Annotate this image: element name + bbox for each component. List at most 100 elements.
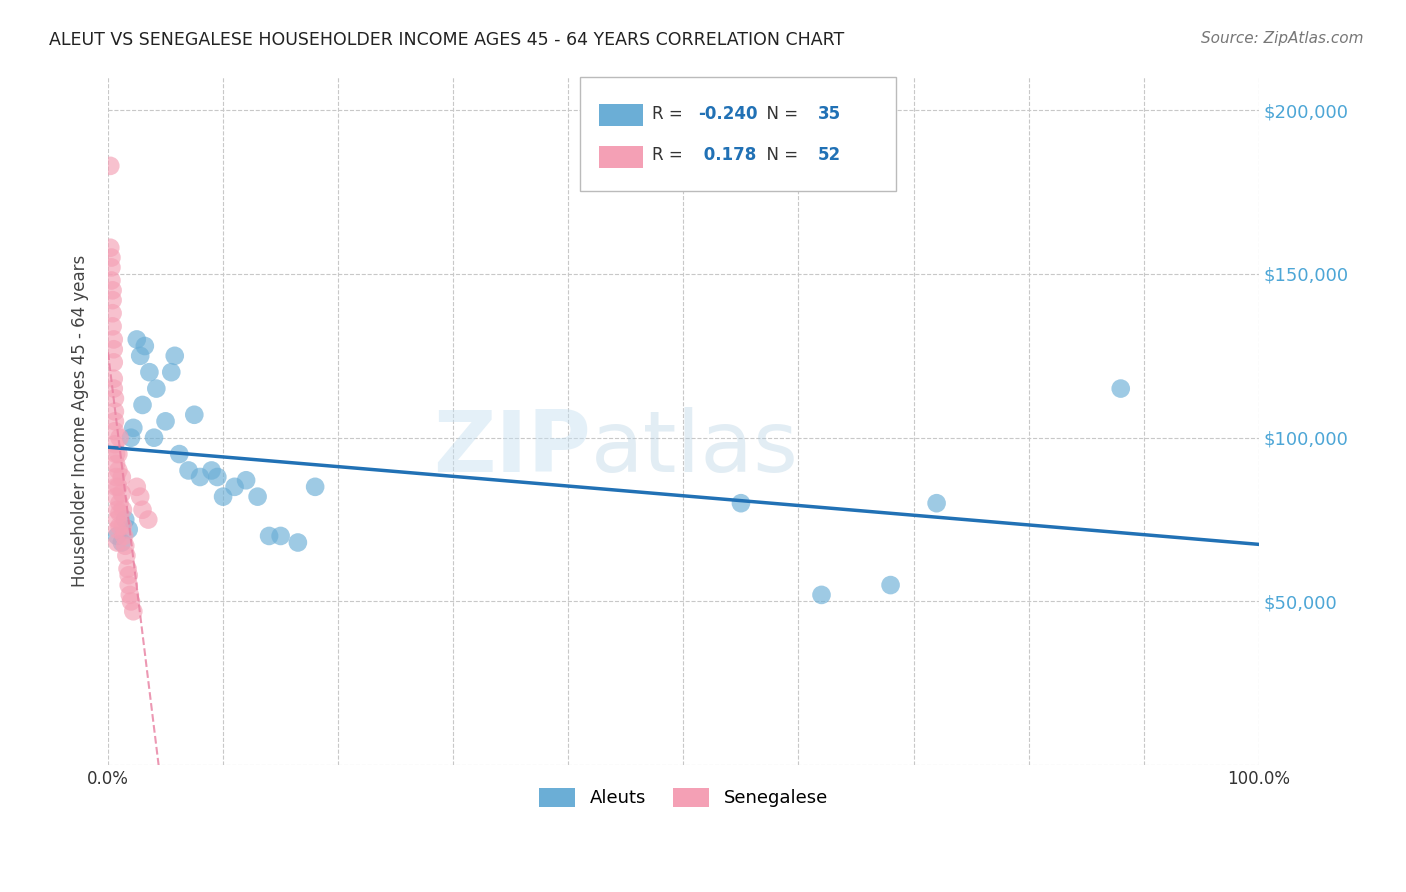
Point xyxy=(183,408,205,422)
Point xyxy=(114,539,136,553)
Point xyxy=(104,392,127,406)
Legend: Aleuts, Senegalese: Aleuts, Senegalese xyxy=(531,780,835,814)
Point xyxy=(105,502,128,516)
Point xyxy=(114,512,136,526)
Point xyxy=(145,382,167,396)
Point xyxy=(101,283,124,297)
Point xyxy=(287,535,309,549)
Point xyxy=(100,273,122,287)
Point xyxy=(98,159,121,173)
Text: -0.240: -0.240 xyxy=(699,105,758,123)
Point xyxy=(103,382,125,396)
Point xyxy=(125,480,148,494)
Point xyxy=(108,506,131,520)
Point xyxy=(100,251,122,265)
Point xyxy=(104,404,127,418)
Point xyxy=(118,568,141,582)
Text: Source: ZipAtlas.com: Source: ZipAtlas.com xyxy=(1201,31,1364,46)
Text: ALEUT VS SENEGALESE HOUSEHOLDER INCOME AGES 45 - 64 YEARS CORRELATION CHART: ALEUT VS SENEGALESE HOUSEHOLDER INCOME A… xyxy=(49,31,845,49)
Y-axis label: Householder Income Ages 45 - 64 years: Householder Income Ages 45 - 64 years xyxy=(72,255,89,588)
Text: atlas: atlas xyxy=(592,408,800,491)
Point xyxy=(107,447,129,461)
Point xyxy=(155,414,177,428)
Point xyxy=(118,522,141,536)
Point xyxy=(925,496,948,510)
Point xyxy=(122,604,145,618)
Point xyxy=(103,333,125,347)
Point xyxy=(810,588,832,602)
Point xyxy=(105,529,128,543)
Point xyxy=(143,431,166,445)
Point xyxy=(101,293,124,307)
Point xyxy=(118,588,141,602)
Point xyxy=(105,457,128,471)
Point xyxy=(111,535,134,549)
Point xyxy=(122,421,145,435)
Point xyxy=(188,470,211,484)
Point xyxy=(105,470,128,484)
Point xyxy=(112,529,135,543)
Point xyxy=(212,490,235,504)
Point xyxy=(1109,382,1132,396)
Point xyxy=(107,463,129,477)
Point xyxy=(138,365,160,379)
Point xyxy=(120,594,142,608)
Point xyxy=(257,529,280,543)
Point xyxy=(235,473,257,487)
Point xyxy=(131,502,153,516)
Point xyxy=(101,319,124,334)
Point xyxy=(107,480,129,494)
Point xyxy=(101,306,124,320)
Point xyxy=(103,343,125,357)
Point xyxy=(115,549,138,563)
Point xyxy=(108,496,131,510)
Point xyxy=(163,349,186,363)
Point xyxy=(134,339,156,353)
Point xyxy=(105,447,128,461)
Text: 52: 52 xyxy=(818,146,841,164)
Bar xyxy=(599,104,643,127)
Text: ZIP: ZIP xyxy=(433,408,592,491)
Point xyxy=(105,535,128,549)
Point xyxy=(111,502,134,516)
Point xyxy=(108,431,131,445)
Point xyxy=(304,480,326,494)
Point xyxy=(103,372,125,386)
Text: 0.178: 0.178 xyxy=(699,146,756,164)
Text: N =: N = xyxy=(756,146,803,164)
Point xyxy=(270,529,292,543)
Point xyxy=(104,424,127,438)
Point xyxy=(136,512,159,526)
Text: R =: R = xyxy=(652,146,689,164)
Point xyxy=(104,414,127,428)
Point xyxy=(879,578,901,592)
Point xyxy=(105,490,128,504)
Point xyxy=(117,562,139,576)
Point xyxy=(131,398,153,412)
Point xyxy=(177,463,200,477)
Point xyxy=(98,241,121,255)
Point xyxy=(129,349,152,363)
Point xyxy=(111,470,134,484)
Point xyxy=(111,519,134,533)
Point xyxy=(105,522,128,536)
Point xyxy=(169,447,191,461)
Point xyxy=(160,365,183,379)
Point xyxy=(118,578,141,592)
Point xyxy=(120,431,142,445)
Point xyxy=(246,490,269,504)
Text: N =: N = xyxy=(756,105,803,123)
Point xyxy=(105,480,128,494)
Point xyxy=(730,496,752,510)
Point xyxy=(108,519,131,533)
FancyBboxPatch shape xyxy=(579,78,896,191)
Point xyxy=(125,333,148,347)
Point xyxy=(224,480,246,494)
Point xyxy=(103,355,125,369)
Point xyxy=(104,437,127,451)
Point xyxy=(129,490,152,504)
Point xyxy=(207,470,229,484)
Point xyxy=(111,486,134,500)
Text: R =: R = xyxy=(652,105,689,123)
Bar xyxy=(599,145,643,168)
